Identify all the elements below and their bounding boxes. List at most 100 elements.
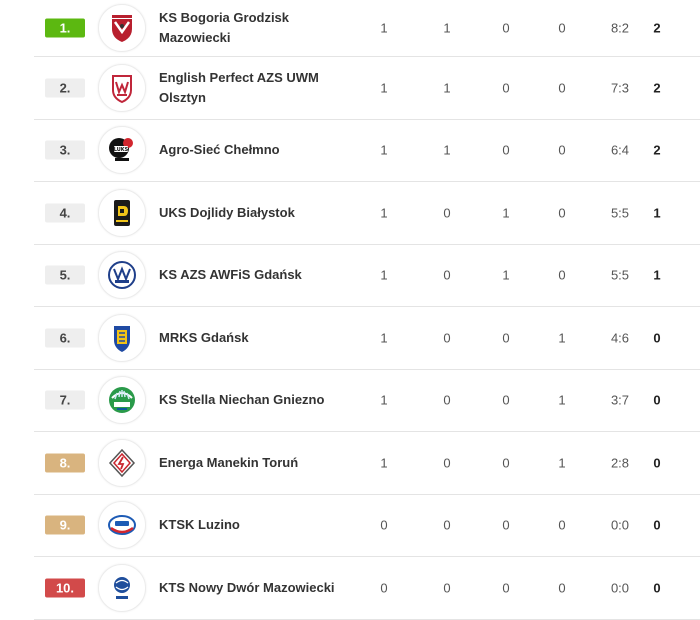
table-row[interactable]: 8. Energa Manekin Toruń 1 0 0 1 2:8 0 (34, 432, 700, 495)
matches-won: 0 (443, 392, 451, 408)
team-name[interactable]: MRKS Gdańsk (159, 329, 249, 345)
matches-played: 1 (380, 80, 388, 96)
score: 5:5 (610, 267, 630, 283)
points: 2 (653, 20, 661, 36)
matches-played: 1 (380, 142, 388, 158)
matches-drawn: 0 (502, 455, 510, 471)
table-row[interactable]: 6. MRKS Gdańsk 1 0 0 1 4:6 0 (34, 307, 700, 370)
matches-won: 0 (443, 205, 451, 221)
position-badge: 9. (45, 515, 85, 535)
matches-drawn: 0 (502, 142, 510, 158)
bogoria-logo-icon[interactable] (98, 4, 146, 52)
team-name[interactable]: English Perfect AZS UWM Olsztyn (159, 69, 319, 105)
matches-drawn: 0 (502, 330, 510, 346)
team-name[interactable]: KS Stella Niechan Gniezno (159, 392, 325, 408)
stella-logo-icon[interactable] (98, 376, 146, 425)
matches-played: 1 (380, 455, 388, 471)
score: 0:0 (610, 517, 630, 533)
matches-lost: 0 (558, 267, 566, 283)
score: 7:3 (610, 80, 630, 96)
matches-won: 1 (443, 142, 451, 158)
position-badge: 2. (45, 78, 85, 98)
points: 0 (653, 392, 661, 408)
team-name[interactable]: KTS Nowy Dwór Mazowiecki (159, 579, 335, 595)
score: 8:2 (610, 20, 630, 36)
matches-played: 1 (380, 20, 388, 36)
matches-won: 0 (443, 580, 451, 596)
matches-lost: 0 (558, 205, 566, 221)
table-row[interactable]: 2. English Perfect AZS UWM Olsztyn 1 1 0… (34, 57, 700, 120)
luks-chelmno-logo-icon[interactable]: LUKS (98, 126, 146, 175)
matches-won: 1 (443, 80, 451, 96)
matches-drawn: 1 (502, 267, 510, 283)
score: 5:5 (610, 205, 630, 221)
matches-played: 0 (380, 580, 388, 596)
matches-lost: 0 (558, 517, 566, 533)
table-row[interactable]: 1. KS Bogoria Grodzisk Mazowiecki 1 1 0 … (34, 0, 700, 57)
position-badge: 8. (45, 453, 85, 473)
score: 6:4 (610, 142, 630, 158)
matches-won: 0 (443, 517, 451, 533)
position-badge: 1. (45, 18, 85, 38)
score: 0:0 (610, 580, 630, 596)
matches-drawn: 0 (502, 80, 510, 96)
points: 0 (653, 455, 661, 471)
matches-lost: 1 (558, 392, 566, 408)
matches-drawn: 0 (502, 392, 510, 408)
position-badge: 5. (45, 265, 85, 285)
dojlidy-logo-icon[interactable] (98, 188, 146, 237)
svg-text:LUKS: LUKS (114, 147, 129, 153)
points: 0 (653, 580, 661, 596)
azs-awfis-logo-icon[interactable] (98, 251, 146, 300)
table-row[interactable]: 3. LUKS Agro-Sieć Chełmno 1 1 0 0 6:4 2 (34, 120, 700, 182)
standings-table: 1. KS Bogoria Grodzisk Mazowiecki 1 1 0 … (34, 0, 700, 620)
matches-lost: 0 (558, 580, 566, 596)
matches-lost: 1 (558, 455, 566, 471)
mrks-logo-icon[interactable] (98, 313, 146, 362)
points: 0 (653, 517, 661, 533)
table-row[interactable]: 9. KTSK Luzino 0 0 0 0 0:0 0 (34, 495, 700, 557)
table-row[interactable]: 7. KS Stella Niechan Gniezno 1 0 0 1 3:7… (34, 370, 700, 432)
matches-lost: 1 (558, 330, 566, 346)
matches-played: 0 (380, 517, 388, 533)
team-name[interactable]: Energa Manekin Toruń (159, 454, 299, 470)
team-name[interactable]: Agro-Sieć Chełmno (159, 142, 280, 158)
kts-logo-icon[interactable] (98, 563, 146, 612)
team-name[interactable]: KS AZS AWFiS Gdańsk (159, 267, 302, 283)
table-row[interactable]: 5. KS AZS AWFiS Gdańsk 1 0 1 0 5:5 1 (34, 245, 700, 307)
matches-lost: 0 (558, 20, 566, 36)
points: 1 (653, 267, 661, 283)
luzino-logo-icon[interactable] (98, 501, 146, 550)
matches-drawn: 0 (502, 20, 510, 36)
matches-lost: 0 (558, 142, 566, 158)
azs-uwm-logo-icon[interactable] (98, 63, 146, 112)
points: 1 (653, 205, 661, 221)
team-name[interactable]: UKS Dojlidy Białystok (159, 204, 295, 220)
matches-won: 1 (443, 20, 451, 36)
position-badge: 4. (45, 203, 85, 223)
position-badge: 10. (45, 578, 85, 598)
position-badge: 3. (45, 140, 85, 160)
matches-played: 1 (380, 330, 388, 346)
matches-lost: 0 (558, 80, 566, 96)
position-badge: 7. (45, 390, 85, 410)
matches-drawn: 1 (502, 205, 510, 221)
team-name[interactable]: KTSK Luzino (159, 517, 240, 533)
team-name[interactable]: KS Bogoria Grodzisk Mazowiecki (159, 10, 290, 45)
manekin-logo-icon[interactable] (98, 438, 146, 487)
position-badge: 6. (45, 328, 85, 348)
table-row[interactable]: 10. KTS Nowy Dwór Mazowiecki 0 0 0 0 0:0… (34, 557, 700, 620)
points: 0 (653, 330, 661, 346)
matches-drawn: 0 (502, 580, 510, 596)
matches-won: 0 (443, 330, 451, 346)
score: 4:6 (610, 330, 630, 346)
table-row[interactable]: 4. UKS Dojlidy Białystok 1 0 1 0 5:5 1 (34, 182, 700, 245)
score: 3:7 (610, 392, 630, 408)
matches-played: 1 (380, 267, 388, 283)
matches-won: 0 (443, 267, 451, 283)
matches-won: 0 (443, 455, 451, 471)
points: 2 (653, 142, 661, 158)
matches-played: 1 (380, 205, 388, 221)
matches-played: 1 (380, 392, 388, 408)
score: 2:8 (610, 455, 630, 471)
